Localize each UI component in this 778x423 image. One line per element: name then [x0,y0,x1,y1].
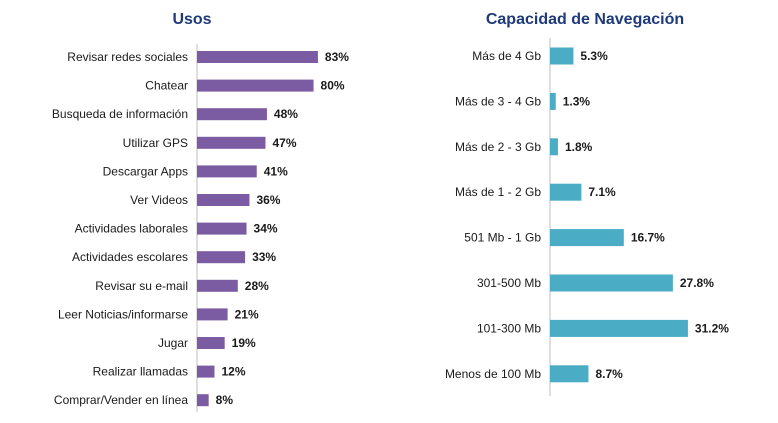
capacidad-value-label: 1.8% [565,140,593,154]
usos-value-label: 19% [232,336,256,350]
capacidad-value-label: 27.8% [680,276,714,290]
capacidad-bar [550,183,582,201]
usos-value-label: 21% [235,307,259,321]
usos-bar [197,222,247,235]
usos-value-label: 41% [264,164,288,178]
capacidad-bar [550,92,556,110]
usos-value-label: 34% [254,222,278,236]
usos-value-label: 83% [325,50,349,64]
capacidad-bar [550,47,574,65]
capacidad-bars: Más de 4 Gb 5.3% Más de 3 - 4 Gb 1.3% Más de… [445,47,729,383]
capacidad-category-label: 101-300 Mb [477,321,541,335]
usos-bar [197,394,209,407]
usos-value-label: 48% [274,107,298,121]
capacidad-category-label: 501 Mb - 1 Gb [464,231,541,245]
usos-value-label: 8% [216,393,234,407]
capacidad-value-label: 8.7% [595,367,623,381]
usos-bar [197,51,318,63]
usos-bar [197,136,266,149]
capacidad-value-label: 7.1% [588,185,616,199]
usos-bar [197,251,246,264]
capacidad-bar [550,365,589,383]
usos-value-label: 47% [272,136,296,150]
capacidad-value-label: 5.3% [580,49,608,63]
usos-category-label: Actividades escolares [72,250,188,264]
usos-value-label: 36% [256,193,280,207]
usos-category-label: Descargar Apps [103,164,188,178]
usos-category-label: Realizar llamadas [93,365,188,379]
capacidad-bar [550,229,624,247]
usos-bar [197,365,215,378]
capacidad-bar [550,319,688,337]
usos-category-label: Ver Videos [130,193,188,207]
usos-category-label: Revisar su e-mail [95,279,188,293]
capacidad-bar [550,138,558,156]
usos-value-label: 80% [321,79,345,93]
usos-bar [197,79,314,92]
usos-category-label: Jugar [158,336,188,350]
usos-bar [197,337,225,349]
usos-value-label: 28% [245,279,269,293]
capacidad-value-label: 1.3% [563,94,591,108]
usos-category-label: Leer Noticias/informarse [58,307,188,321]
capacidad-category-label: Más de 3 - 4 Gb [455,94,541,108]
usos-category-label: Revisar redes sociales [67,50,188,64]
usos-chart-title: Usos [172,11,211,28]
capacidad-category-label: Más de 1 - 2 Gb [455,185,541,199]
capacidad-category-label: Menos de 100 Mb [445,367,541,381]
usos-category-label: Utilizar GPS [123,136,188,150]
usos-value-label: 33% [252,250,276,264]
capacidad-category-label: Más de 4 Gb [472,49,541,63]
usos-bar [197,279,238,292]
usos-category-label: Chatear [145,79,188,93]
usos-bar [197,194,250,206]
usos-bar [197,308,228,321]
usos-bar [197,165,257,178]
capacidad-chart-title: Capacidad de Navegación [486,11,684,28]
capacidad-bar [550,274,673,292]
usos-value-label: 12% [221,365,245,379]
usos-category-label: Busqueda de información [52,107,188,121]
capacidad-value-label: 31.2% [695,321,729,335]
capacidad-value-label: 16.7% [631,231,665,245]
usos-bars: Revisar redes sociales 83% Chatear 80% Busqu… [52,50,349,407]
usos-category-label: Comprar/Vender en línea [54,393,188,407]
usos-category-label: Actividades laborales [75,222,188,236]
capacidad-category-label: Más de 2 - 3 Gb [455,140,541,154]
usos-bar [197,108,267,121]
capacidad-category-label: 301-500 Mb [477,276,541,290]
